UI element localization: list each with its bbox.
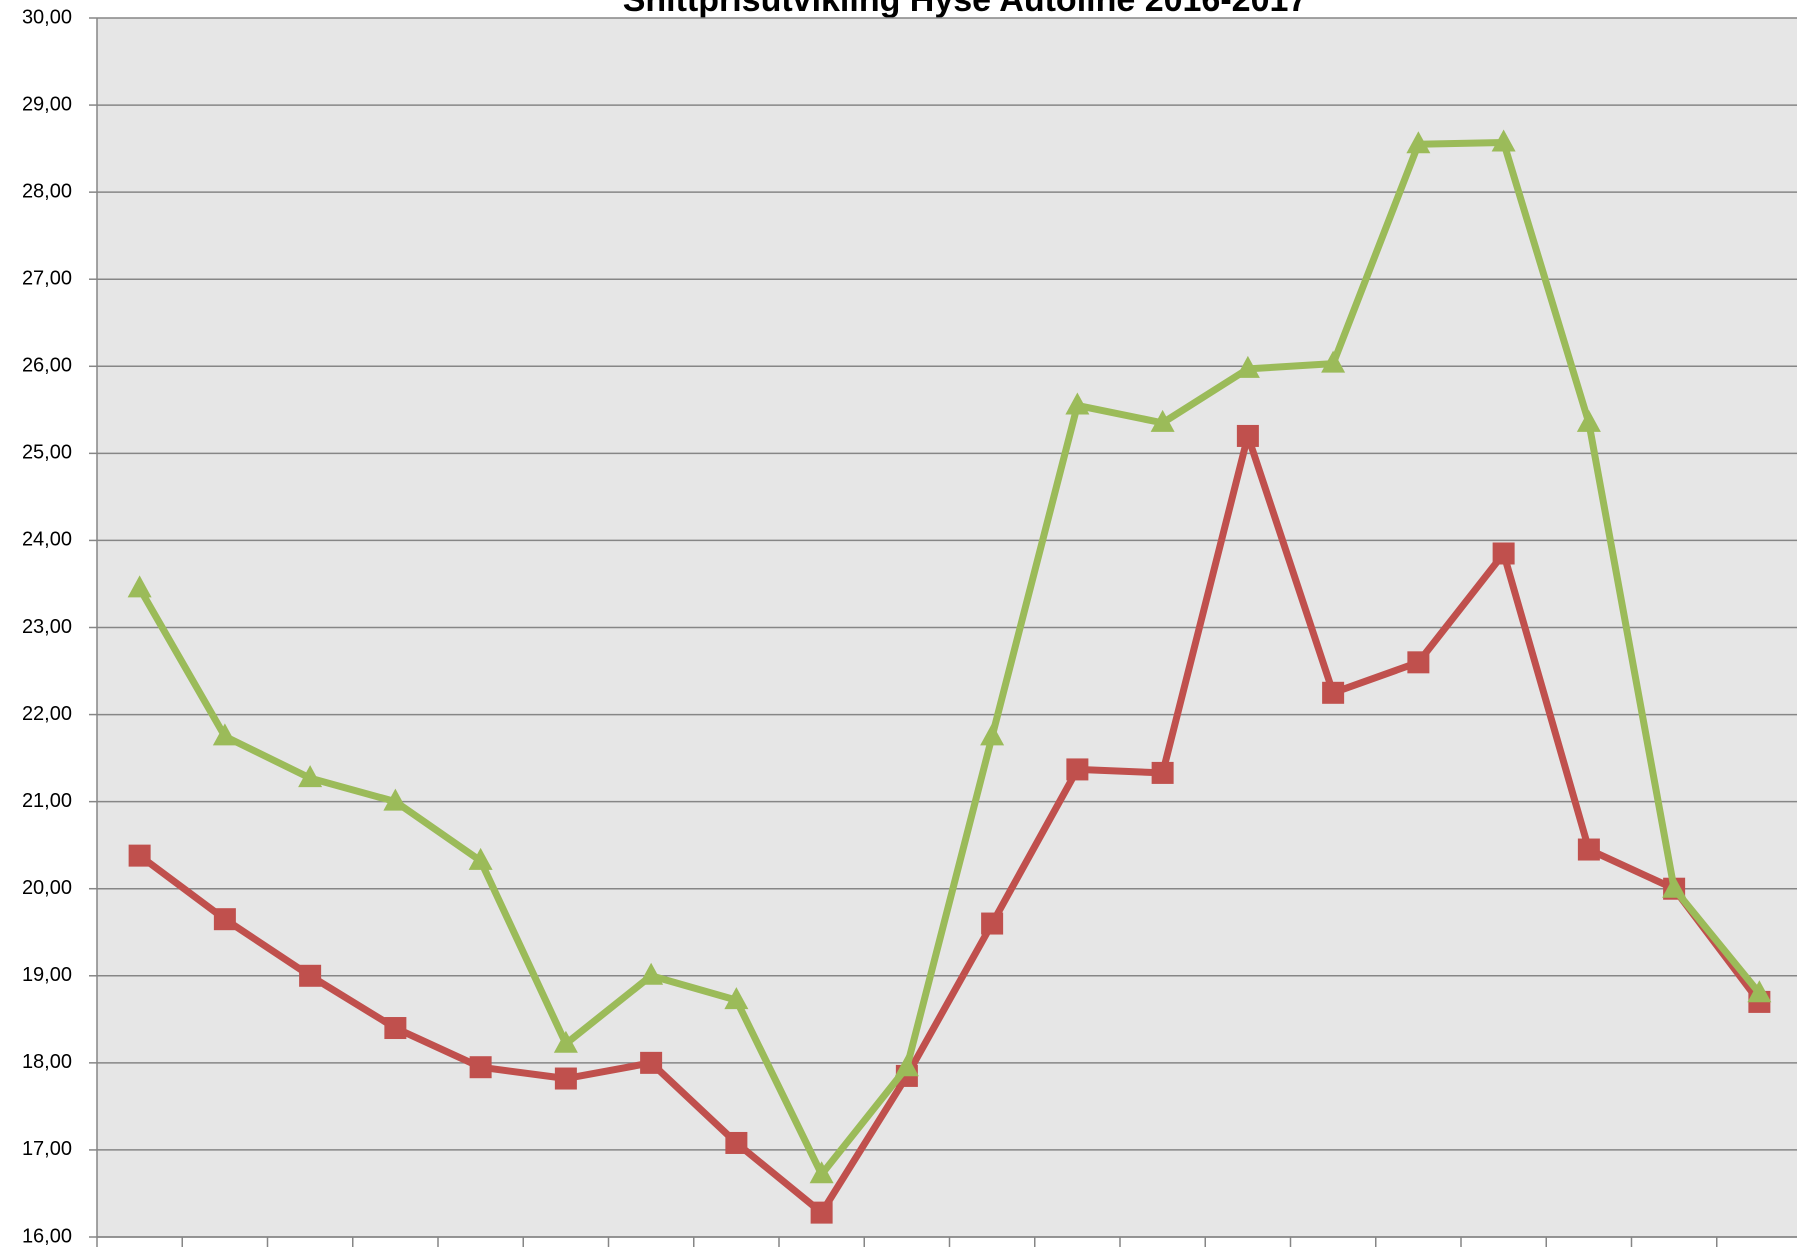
- chart-title: Snittprisutvikling Hyse Autoline 2016-20…: [623, 0, 1308, 19]
- marker: [725, 1131, 748, 1154]
- marker: [212, 723, 237, 746]
- series-line: [137, 432, 1763, 1217]
- marker: [894, 1054, 919, 1077]
- marker: [981, 912, 1004, 935]
- marker: [809, 1161, 834, 1184]
- marker: [810, 1201, 833, 1224]
- y-tick-label: 17,00: [22, 1138, 72, 1160]
- series-line: [136, 139, 1763, 1178]
- marker: [640, 1051, 663, 1074]
- marker: [639, 962, 664, 985]
- marker: [1066, 758, 1089, 781]
- y-tick-label: 29,00: [22, 93, 72, 115]
- marker: [127, 575, 152, 598]
- marker: [980, 723, 1005, 746]
- y-tick-label: 16,00: [22, 1225, 72, 1247]
- marker: [1322, 681, 1345, 704]
- y-tick-label: 27,00: [22, 267, 72, 289]
- y-tick-label: 26,00: [22, 355, 72, 377]
- marker: [1577, 838, 1600, 861]
- marker: [469, 1056, 492, 1079]
- marker: [1492, 542, 1515, 565]
- marker: [1406, 131, 1431, 154]
- marker: [1321, 350, 1346, 373]
- y-tick-label: 24,00: [22, 529, 72, 551]
- marker: [468, 847, 493, 870]
- marker: [1576, 409, 1601, 432]
- marker: [1235, 355, 1260, 378]
- marker: [128, 844, 151, 867]
- marker: [384, 1017, 407, 1040]
- marker: [553, 1030, 578, 1053]
- marker: [1151, 761, 1174, 784]
- y-tick-label: 30,00: [22, 6, 72, 28]
- marker: [1491, 129, 1516, 152]
- marker: [383, 788, 408, 811]
- y-tick-label: 18,00: [22, 1051, 72, 1073]
- y-tick-label: 21,00: [22, 790, 72, 812]
- y-tick-label: 22,00: [22, 703, 72, 725]
- y-tick-label: 20,00: [22, 877, 72, 899]
- y-tick-label: 23,00: [22, 616, 72, 638]
- marker: [1407, 651, 1430, 674]
- marker: [1065, 392, 1090, 415]
- marker: [724, 987, 749, 1010]
- marker: [1150, 409, 1175, 432]
- y-tick-label: 19,00: [22, 964, 72, 986]
- y-tick-label: 25,00: [22, 442, 72, 464]
- marker: [298, 765, 323, 788]
- marker: [554, 1067, 577, 1090]
- marker: [213, 908, 236, 931]
- marker: [1747, 980, 1772, 1003]
- marker: [1236, 424, 1259, 447]
- marker: [1662, 875, 1687, 898]
- y-tick-label: 28,00: [22, 180, 72, 202]
- marker: [299, 964, 322, 987]
